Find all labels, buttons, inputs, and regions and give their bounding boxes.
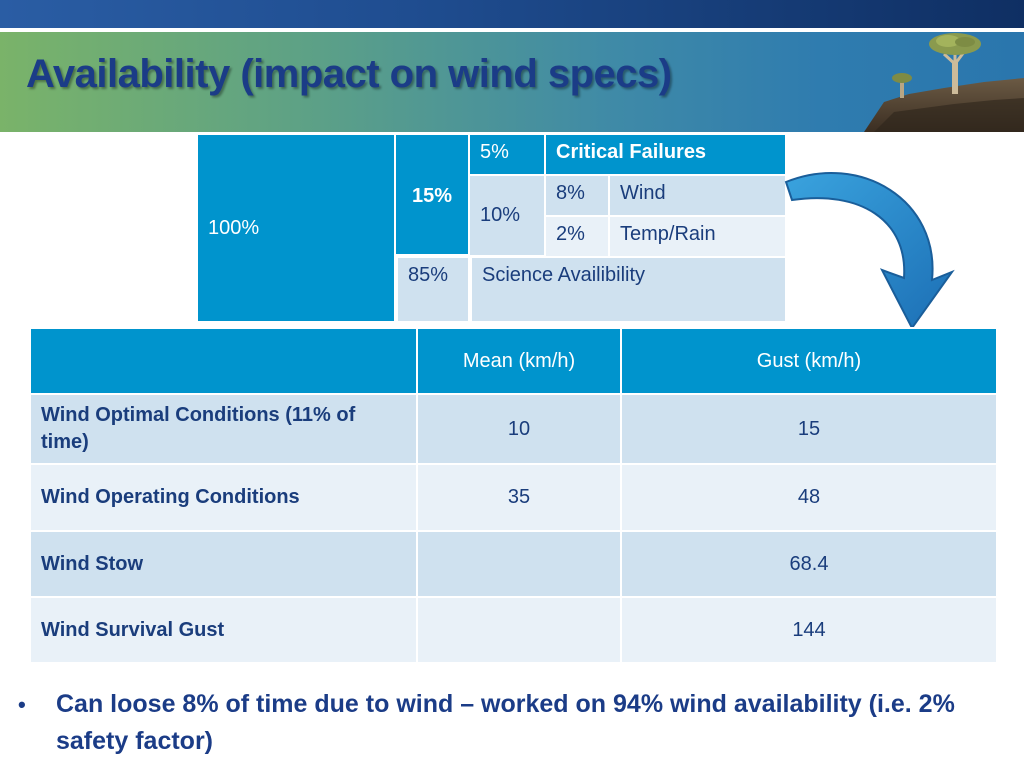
wind-specs-table: Mean (km/h) Gust (km/h) Wind Optimal Con… <box>29 327 998 664</box>
mean-value <box>416 596 622 664</box>
science-label: Science Availibility <box>482 264 646 286</box>
science-pct: 85% <box>408 264 449 286</box>
table-row: Wind Optimal Conditions (11% of time) 10… <box>29 393 998 465</box>
critical-failures-label-cell: Critical Failures <box>546 135 785 174</box>
weather-pct-cell: 10% <box>470 176 544 255</box>
critical-pct: 5% <box>480 141 509 163</box>
temp-label: Temp/Rain <box>620 223 716 245</box>
table-row: Wind Operating Conditions 35 48 <box>29 463 998 532</box>
bullet-dot: • <box>18 692 26 717</box>
bullet-point: • Can loose 8% of time due to wind – wor… <box>18 686 1008 760</box>
table-row: Wind Stow 68.4 <box>29 530 998 598</box>
header-blank <box>29 327 418 395</box>
wind-label: Wind <box>620 182 666 204</box>
mean-value <box>416 530 622 598</box>
quiver-tree-illustration <box>864 33 1024 132</box>
weather-pct: 10% <box>480 204 521 226</box>
downtime-block: 15% <box>396 135 468 254</box>
row-label: Wind Survival Gust <box>29 596 418 664</box>
temp-pct: 2% <box>556 223 585 245</box>
availability-breakdown: 100% 15% 5% Critical Failures 10% 8% Win… <box>0 0 1024 330</box>
total-pct: 100% <box>208 216 260 239</box>
header-gust: Gust (km/h) <box>620 327 998 395</box>
gust-value: 68.4 <box>620 530 998 598</box>
row-label: Wind Stow <box>29 530 418 598</box>
critical-failures-pct-cell: 5% <box>470 135 544 174</box>
row-label: Wind Operating Conditions <box>29 463 418 532</box>
mean-value: 35 <box>416 463 622 532</box>
gust-value: 48 <box>620 463 998 532</box>
header-mean: Mean (km/h) <box>416 327 622 395</box>
wind-label-cell: Wind <box>610 176 785 215</box>
mean-value: 10 <box>416 393 622 465</box>
table-header-row: Mean (km/h) Gust (km/h) <box>29 327 998 395</box>
curved-arrow-icon <box>784 172 955 330</box>
table-row: Wind Survival Gust 144 <box>29 596 998 664</box>
gust-value: 144 <box>620 596 998 664</box>
downtime-pct: 15% <box>411 185 453 207</box>
top-bar <box>0 0 1024 28</box>
science-label-cell: Science Availibility <box>472 258 785 321</box>
temp-label-cell: Temp/Rain <box>610 217 785 256</box>
slide-header: Availability (impact on wind specs) <box>0 32 1024 132</box>
critical-label: Critical Failures <box>556 141 707 163</box>
row-label: Wind Optimal Conditions (11% of time) <box>29 393 418 465</box>
science-pct-cell: 85% <box>398 258 468 321</box>
bullet-text: Can loose 8% of time due to wind – worke… <box>56 690 955 755</box>
wind-pct: 8% <box>556 182 585 204</box>
total-availability: 100% <box>198 135 394 321</box>
top-bar-divider <box>0 28 1024 32</box>
temp-pct-cell: 2% <box>546 217 608 256</box>
wind-pct-cell: 8% <box>546 176 608 215</box>
slide-title: Availability (impact on wind specs) <box>26 52 672 96</box>
gust-value: 15 <box>620 393 998 465</box>
